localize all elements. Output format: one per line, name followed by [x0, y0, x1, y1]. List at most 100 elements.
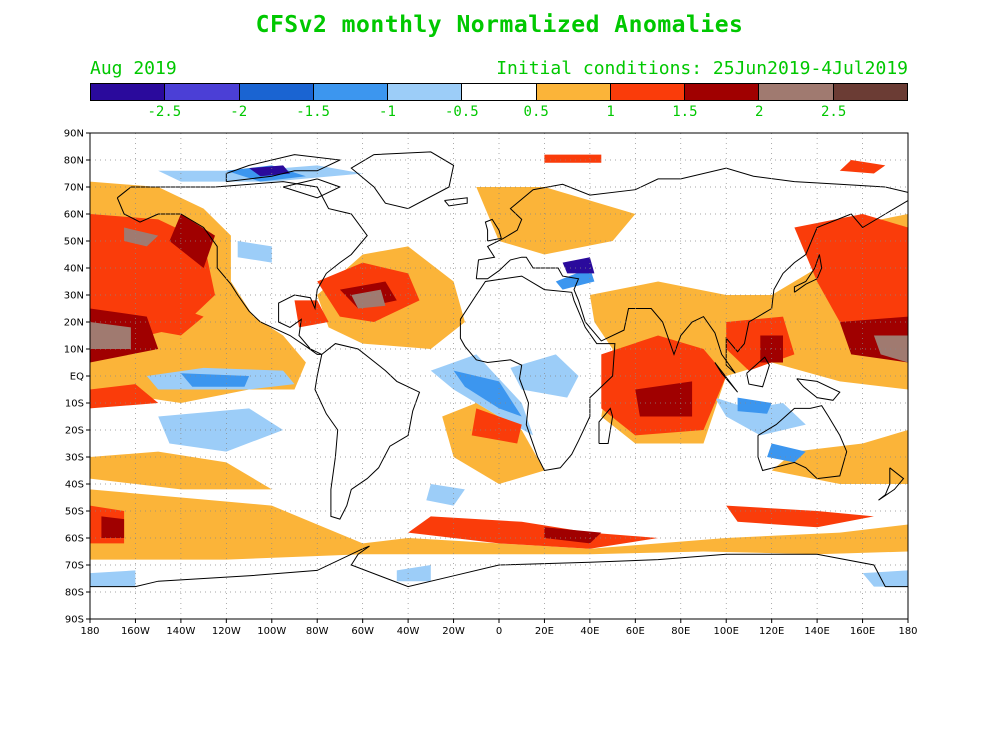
colorbar-label: -1 [379, 104, 396, 120]
coastline [484, 218, 502, 242]
coastline [225, 154, 342, 183]
lat-label: 70N [64, 183, 84, 194]
lon-label: 180 [80, 626, 99, 637]
lat-label: 60N [64, 210, 84, 221]
anomaly-region [442, 403, 545, 484]
lat-label: 50N [64, 237, 84, 248]
coastline [878, 467, 905, 501]
lat-label: 10N [64, 345, 84, 356]
lon-label: 20E [535, 626, 554, 637]
anomaly-region [635, 381, 693, 417]
lon-label: 120E [759, 626, 784, 637]
anomaly-region [180, 373, 250, 387]
anomaly-region [544, 527, 602, 544]
coastline [793, 254, 823, 293]
anomaly-region [90, 489, 908, 560]
colorbar-labels: -2.5 -2 -1.5 -1 -0.5 0.5 1 1.5 2 2.5 [90, 104, 908, 122]
lat-label: 40N [64, 264, 84, 275]
lon-label: 140E [804, 626, 829, 637]
anomaly-region [351, 289, 386, 309]
colorbar-label: 0.5 [523, 104, 549, 120]
anomaly-region [771, 430, 908, 484]
colorbar [90, 83, 908, 101]
lon-label: 80W [306, 626, 329, 637]
anomaly-region [862, 570, 908, 587]
anomaly-region [294, 300, 329, 328]
anomaly-region [101, 516, 125, 538]
lat-label: 50S [65, 507, 84, 518]
anomaly-region [510, 354, 579, 398]
anomaly-region [562, 257, 595, 274]
lat-label: 40S [65, 480, 84, 491]
colorbar-segment [833, 84, 907, 100]
colorbar-segment [388, 84, 463, 100]
lon-label: 80E [671, 626, 690, 637]
lon-label: 160E [850, 626, 875, 637]
anomaly-region [396, 565, 431, 582]
lat-label: 20N [64, 318, 84, 329]
anomaly-region [408, 516, 659, 549]
colorbar-segment [536, 84, 611, 100]
colorbar-label: -2.5 [147, 104, 182, 120]
colorbar-label: 1.5 [672, 104, 698, 120]
lat-label: 30N [64, 291, 84, 302]
lon-label: 180 [898, 626, 917, 637]
coastlines [90, 151, 908, 588]
lon-label: 100E [714, 626, 739, 637]
anomaly-region [453, 370, 522, 417]
colorbar-segment [165, 84, 240, 100]
lat-label: 20S [65, 426, 84, 437]
lat-label: 10S [65, 399, 84, 410]
coastline [757, 405, 848, 480]
anomaly-region [767, 443, 806, 463]
coastline [459, 275, 616, 472]
colorbar-label: -2 [230, 104, 248, 120]
coastline [444, 197, 468, 207]
anomaly-region [90, 322, 131, 349]
colorbar-label: 2 [755, 104, 764, 120]
colorbar-label: 2.5 [820, 104, 847, 120]
colorbar-segment [685, 84, 760, 100]
lat-label: 60S [65, 534, 84, 545]
colorbar-label: -0.5 [444, 104, 479, 120]
coastline [796, 378, 841, 401]
anomaly-region [90, 570, 136, 587]
anomaly-region [544, 154, 602, 163]
colorbar-segment [759, 84, 834, 100]
anomaly-region [471, 408, 522, 444]
colorbar-segment [91, 84, 166, 100]
lon-label: 140W [166, 626, 195, 637]
anomaly-region [90, 451, 272, 490]
anomaly-region [237, 241, 272, 263]
coastline [116, 181, 368, 355]
lon-label: 0 [496, 626, 502, 637]
anomaly-region [794, 214, 908, 336]
lon-label: 160W [121, 626, 150, 637]
lon-label: 40E [580, 626, 599, 637]
map-title: CFSv2 monthly Normalized Anomalies [255, 12, 744, 38]
anomaly-region [135, 300, 204, 336]
lon-label: 100W [257, 626, 286, 637]
forecast-month: Aug 2019 [90, 58, 177, 79]
gridlines [90, 133, 908, 619]
coastline [314, 343, 421, 520]
coastline [282, 178, 342, 199]
lat-label: 90S [65, 615, 84, 626]
lat-label: EQ [70, 372, 84, 383]
anomaly-region [726, 505, 874, 528]
anomaly-region [124, 227, 159, 247]
initial-conditions: Initial conditions: 25Jun2019-4Jul2019 [496, 58, 908, 79]
lat-label: 90N [64, 129, 84, 140]
colorbar-label: -1.5 [296, 104, 330, 120]
lon-label: 120W [212, 626, 241, 637]
colorbar-segment [239, 84, 314, 100]
lat-label: 80N [64, 156, 84, 167]
coastline [598, 407, 614, 444]
colorbar-segment [313, 84, 389, 100]
coastline [90, 545, 908, 588]
colorbar-segment [610, 84, 686, 100]
anomaly-region [737, 397, 772, 414]
anomaly-region [90, 384, 159, 409]
colorbar-segment [462, 84, 537, 100]
